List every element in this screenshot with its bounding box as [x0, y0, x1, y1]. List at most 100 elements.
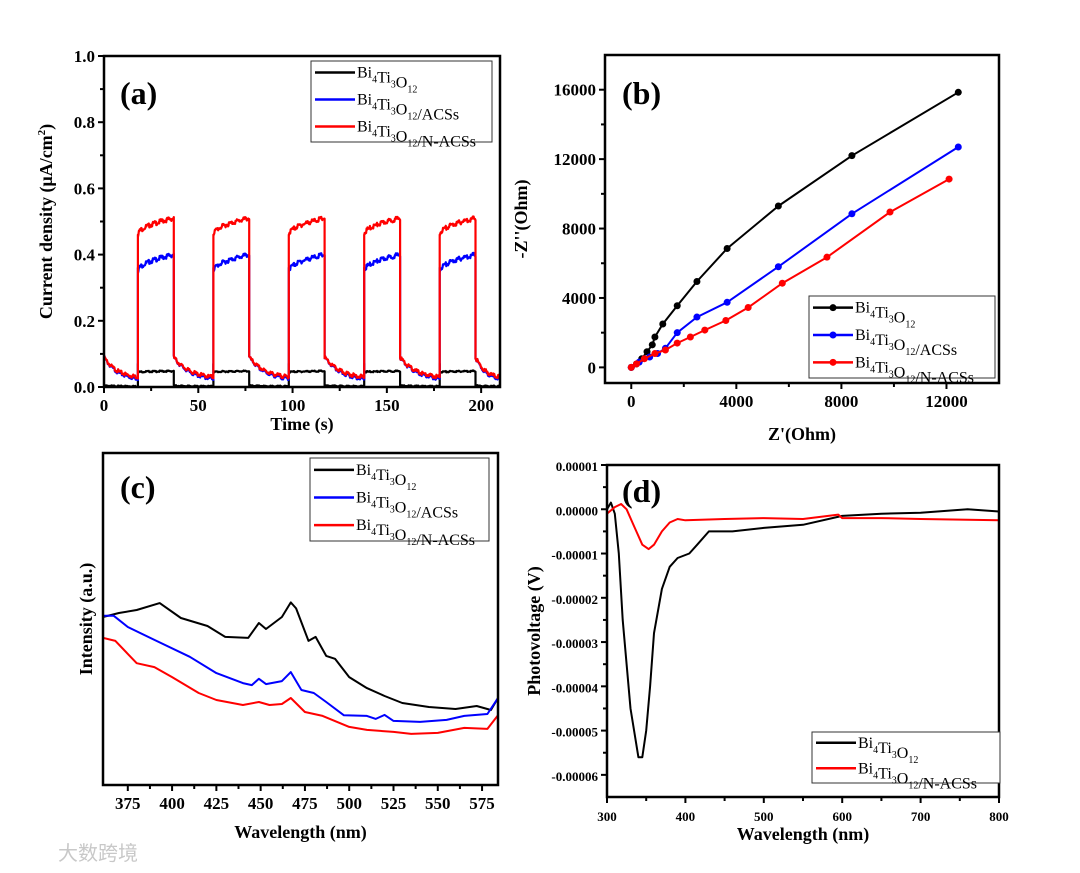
legend-box — [309, 457, 490, 542]
series-group — [607, 501, 999, 759]
x-tick-label: 100 — [280, 396, 306, 415]
watermark-text: 大数跨境 — [58, 841, 138, 865]
legend-marker — [829, 331, 837, 339]
data-point — [848, 152, 856, 160]
legend-label: Bi4Ti3O12 — [356, 462, 416, 493]
data-point — [744, 304, 752, 312]
legend-label: Bi4Ti3O12/N-ACSs — [858, 760, 977, 792]
y-tick-label: -0.00001 — [551, 548, 598, 563]
x-axis-title: Wavelength (nm) — [234, 822, 367, 843]
data-point — [693, 313, 701, 321]
data-point — [633, 360, 641, 368]
y-tick-label: 0.4 — [74, 246, 96, 265]
x-tick-label: 500 — [336, 794, 362, 813]
y-tick-label: 0.00000 — [556, 503, 598, 518]
data-point — [722, 317, 730, 325]
legend-marker — [829, 304, 837, 312]
legend-label: Bi4Ti3O12/N-ACSs — [855, 354, 974, 386]
x-tick-label: 575 — [469, 794, 495, 813]
x-tick-label: 8000 — [824, 392, 858, 411]
legend-label: Bi4Ti3O12/ACSs — [357, 92, 459, 124]
panel-label: (d) — [622, 473, 661, 509]
panel-b: 0 4000 8000 12000 0 4000 8000 12000 16000 Z'(Ohm)… — [511, 53, 1001, 445]
data-point — [723, 298, 731, 306]
x-tick-label: 450 — [248, 794, 274, 813]
y-tick-label: -0.00005 — [551, 725, 598, 740]
panel-a: 0 50 100 150 200 0.0 0.2 0.4 0.6 0.8 1.0 Time (s) Cu… — [36, 47, 502, 435]
panel-d: 300 400 500 600 700 800 0.00001 0.00000 -0.00001… — [524, 459, 1009, 845]
data-point — [954, 143, 962, 151]
legend-box — [310, 60, 493, 143]
plot-frame — [101, 451, 500, 787]
x-tick-label: 375 — [115, 794, 141, 813]
y-tick-label: -0.00006 — [551, 769, 598, 784]
series-group — [627, 88, 962, 371]
data-point — [723, 245, 731, 253]
data-point — [954, 88, 962, 96]
x-tick-label: 4000 — [719, 392, 753, 411]
x-tick-label: 800 — [989, 809, 1009, 824]
data-point — [659, 320, 667, 328]
data-point — [627, 363, 635, 371]
x-tick-label: 700 — [911, 809, 931, 824]
panel-c: 375 400 425 450 475 500 525 550 575 Wavelength (n… — [76, 451, 500, 843]
y-tick-label: 16000 — [554, 81, 597, 100]
y-tick-label: 0.00001 — [556, 459, 598, 474]
panel-label: (b) — [622, 75, 661, 111]
x-tick-label: 150 — [374, 396, 400, 415]
legend-label: Bi4Ti3O12 — [855, 300, 915, 331]
data-point — [651, 333, 659, 341]
y-tick-label: 1.0 — [74, 47, 95, 66]
series-line-1 — [103, 614, 498, 723]
x-axis-title: Wavelength (nm) — [737, 824, 870, 845]
data-point — [648, 341, 656, 349]
watermark: 大数跨境 — [58, 841, 138, 865]
series-line-0 — [607, 501, 999, 759]
legend-label: Bi4Ti3O12/ACSs — [356, 490, 458, 522]
y-axis-title: -Z''(Ohm) — [511, 179, 532, 258]
series-group — [104, 215, 500, 387]
x-tick-label: 475 — [292, 794, 318, 813]
x-tick-label: 525 — [381, 794, 407, 813]
x-tick-label: 400 — [676, 809, 696, 824]
y-tick-label: 8000 — [562, 220, 596, 239]
data-point — [673, 329, 681, 337]
y-axis-title: Photovoltage (V) — [524, 566, 545, 695]
data-point — [886, 208, 894, 216]
series-line-2 — [104, 215, 500, 380]
y-axis-title: Intensity (a.u.) — [76, 563, 97, 676]
x-axis-title: Z'(Ohm) — [768, 424, 836, 445]
legend-label: Bi4Ti3O12/N-ACSs — [356, 517, 475, 549]
x-tick-label: 50 — [190, 396, 207, 415]
data-point — [778, 279, 786, 287]
x-tick-label: 400 — [159, 794, 185, 813]
x-tick-label: 300 — [597, 809, 617, 824]
x-tick-label: 200 — [468, 396, 494, 415]
y-tick-label: 0.8 — [74, 113, 95, 132]
legend-box — [808, 295, 996, 379]
y-tick-label: 0.0 — [74, 378, 95, 397]
legend-label: Bi4Ti3O12 — [357, 65, 417, 96]
x-axis-title: Time (s) — [270, 414, 333, 435]
legend-label: Bi4Ti3O12 — [858, 735, 918, 766]
data-point — [693, 277, 701, 285]
data-point — [673, 302, 681, 310]
y-tick-label: -0.00004 — [551, 680, 598, 695]
legend-label: Bi4Ti3O12/N-ACSs — [357, 119, 476, 151]
x-tick-label: 600 — [832, 809, 852, 824]
series-line-2 — [103, 636, 498, 735]
data-point — [848, 210, 856, 218]
legend-marker — [829, 358, 837, 366]
legend-box — [811, 731, 1001, 784]
series-group — [103, 601, 498, 735]
series-line-0 — [103, 601, 498, 711]
data-point — [651, 349, 659, 357]
y-tick-label: 4000 — [562, 289, 596, 308]
y-tick-label: -0.00003 — [551, 636, 598, 651]
x-tick-label: 0 — [100, 396, 109, 415]
